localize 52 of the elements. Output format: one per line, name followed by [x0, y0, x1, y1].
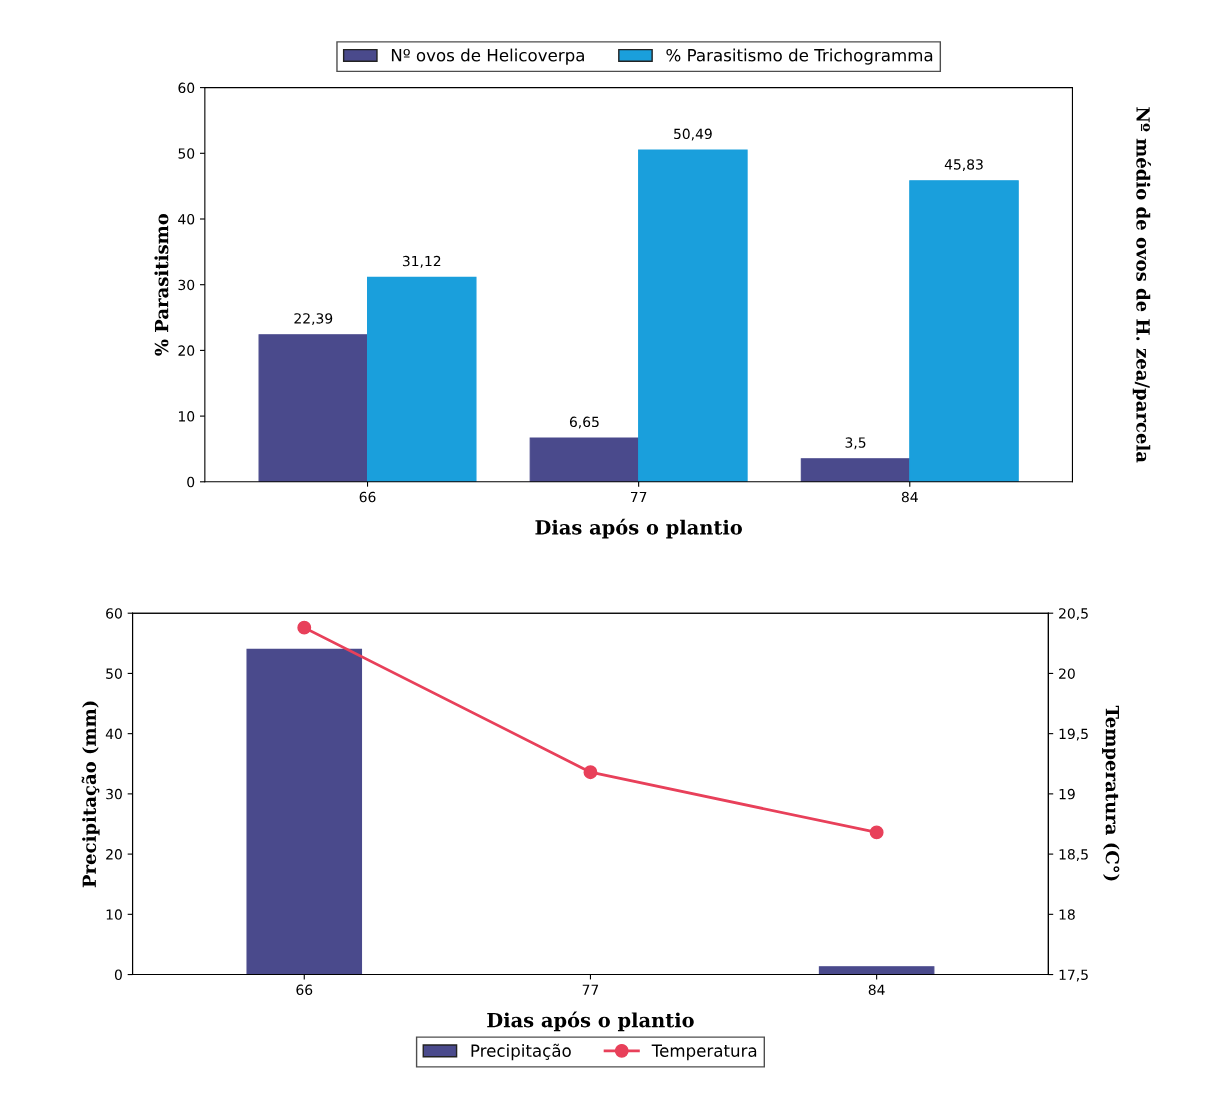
y-tick-label: 10 [106, 909, 122, 920]
y-tick-label: 20 [178, 345, 195, 356]
legend-label: Precipitação [471, 1043, 571, 1061]
y2-tick-label: 17,5 [1059, 969, 1088, 982]
y2-tick-label: 19 [1059, 788, 1075, 800]
y-tick-label: 40 [178, 213, 195, 225]
legend-label: Nº ovos de Helicoverpa [391, 48, 584, 65]
y2-tick-label: 20 [1059, 668, 1075, 679]
y-tick-label: 10 [178, 411, 195, 422]
x-tick-label: 66 [359, 491, 376, 503]
x-tick-label: 66 [296, 984, 313, 996]
y2-tick-label: 19,5 [1059, 728, 1088, 741]
point [583, 765, 598, 780]
y2-tick-label: 20,5 [1059, 608, 1088, 621]
bar [638, 149, 748, 482]
bar [529, 437, 640, 482]
x-tick-label: 77 [582, 984, 599, 995]
x-tick-label: 77 [630, 491, 647, 503]
y2-axis-title: Nº médio de ovos de H. zea/parcela [1132, 107, 1151, 463]
data-label: 50,49 [674, 128, 712, 141]
bar [366, 276, 477, 482]
y-tick-label: 40 [105, 728, 122, 740]
data-label: 45,83 [944, 159, 983, 172]
data-label: 31,12 [402, 255, 441, 268]
y-tick-label: 20 [106, 849, 122, 860]
y-tick-label: 30 [178, 279, 195, 291]
y2-axis-title: Temperatura (C°) [1102, 705, 1120, 881]
x-axis-title: Dias após o plantio [487, 1011, 694, 1032]
y-tick-label: 50 [106, 668, 122, 679]
y-tick-label: 60 [178, 82, 195, 94]
y-tick-label: 50 [178, 148, 195, 159]
y-axis-title: Precipitação (mm) [81, 701, 100, 888]
y2-tick-label: 18,5 [1059, 849, 1088, 861]
legend-label: % Parasitismo de Trichogramma [666, 48, 933, 65]
y2-tick-label: 18 [1059, 909, 1075, 920]
y-axis-title: % Parasitismo [154, 213, 169, 356]
bar [800, 458, 911, 482]
x-tick-label: 84 [868, 984, 885, 996]
bar [909, 180, 1019, 482]
y-tick-label: 0 [114, 969, 122, 981]
legend-label: Temperatura [651, 1044, 757, 1061]
point [297, 620, 312, 635]
x-tick-label: 84 [901, 491, 918, 503]
y-tick-label: 60 [106, 608, 122, 619]
data-label: 22,39 [294, 313, 333, 326]
point [869, 825, 884, 840]
data-label: 3,5 [845, 437, 866, 450]
y-tick-label: 30 [106, 788, 122, 800]
x-axis-title: Dias após o plantio [535, 518, 742, 539]
data-label: 6,65 [569, 416, 599, 429]
y-tick-label: 0 [187, 476, 195, 488]
bar [258, 334, 369, 482]
